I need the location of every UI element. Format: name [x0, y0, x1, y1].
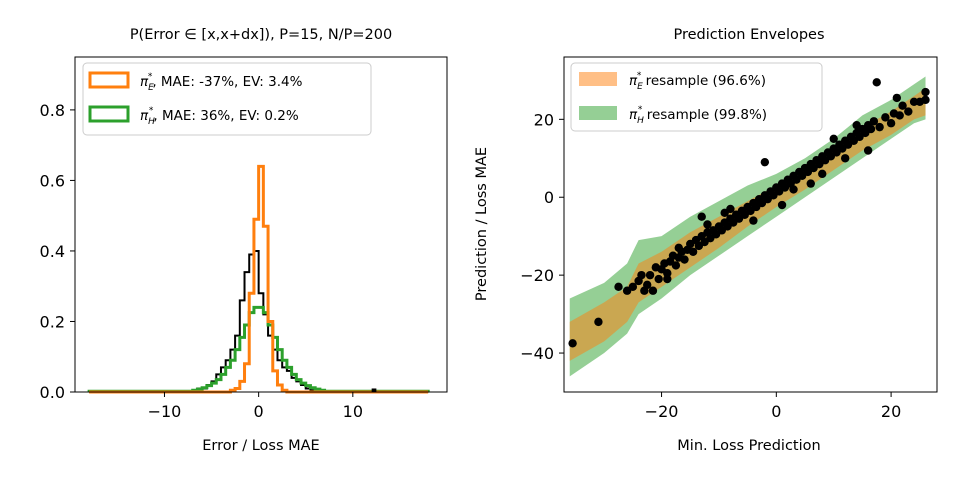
histogram-y-ticks: 0.0 0.2 0.4 0.6 0.8 — [40, 101, 75, 402]
legend-swatch-pi-h — [88, 105, 130, 123]
scatter-point — [671, 261, 681, 270]
histogram-legend: πE*, MAE: -37%, EV: 3.4% πH*, MAE: 36%, … — [82, 62, 372, 136]
scatter-point — [760, 157, 770, 167]
histogram-x-label: Error / Loss MAE — [202, 438, 319, 454]
envelope-y-tick-label: −20 — [520, 266, 554, 285]
scatter-point — [895, 111, 904, 120]
scatter-point — [915, 97, 924, 106]
scatter-point — [663, 274, 672, 284]
scatter-point — [840, 154, 850, 163]
scatter-point — [628, 282, 638, 292]
scatter-point — [749, 216, 758, 225]
envelope-x-ticks: −20 0 20 — [645, 392, 901, 421]
hist-series-black — [89, 249, 429, 393]
histogram-y-tick-label: 0.8 — [40, 101, 65, 120]
scatter-point — [663, 268, 672, 278]
envelope-y-tick-label: −40 — [520, 344, 554, 363]
legend-label-pi-h-resample: πH* resample (99.8%) — [629, 105, 767, 126]
envelope-y-tick-label: 20 — [534, 110, 554, 129]
legend-swatch-pi-e-resample — [579, 72, 617, 86]
histogram-legend-box — [82, 62, 372, 136]
histogram-plot-area — [87, 164, 430, 394]
histogram-axes-frame — [74, 56, 448, 393]
histogram-x-tick-label: 0 — [254, 402, 264, 421]
envelope-y-label: Prediction / Loss MAE — [474, 147, 490, 301]
histogram-title: P(Error ∈ [x,x+dx]), P=15, N/P=200 — [130, 27, 392, 43]
scatter-point — [703, 220, 712, 229]
scatter-point — [594, 317, 603, 327]
legend-swatch-pi-h-resample — [579, 106, 617, 120]
hist-outlier-bar — [371, 388, 377, 392]
scatter-point — [637, 270, 646, 280]
scatter-point — [904, 107, 913, 116]
scatter-point — [688, 247, 698, 256]
envelope-title: Prediction Envelopes — [673, 27, 824, 43]
scatter-point — [898, 101, 907, 110]
scatter-point — [789, 185, 798, 194]
scatter-point — [886, 119, 896, 128]
scatter-point — [645, 270, 655, 280]
envelope-x-label: Min. Loss Prediction — [677, 438, 820, 454]
scatter-point — [852, 120, 861, 130]
scatter-point — [869, 117, 879, 126]
envelope-axes-frame — [563, 56, 938, 393]
histogram-y-tick-label: 0.0 — [40, 383, 65, 402]
envelope-x-tick-label: −20 — [645, 402, 679, 421]
scatter-point — [674, 243, 683, 253]
scatter-point — [614, 282, 623, 292]
histogram-x-tick-label: −10 — [148, 402, 182, 421]
scatter-point — [818, 169, 827, 179]
scatter-point — [680, 255, 689, 264]
scatter-point — [697, 212, 706, 221]
scatter-point — [643, 280, 652, 290]
legend-label-pi-e: πE*, MAE: -37%, EV: 3.4% — [140, 72, 303, 93]
scatter-point — [875, 122, 884, 132]
envelope-legend: πE* resample (96.6%) πH* resample (99.8%… — [570, 62, 823, 132]
scatter-point — [866, 124, 876, 134]
envelope-plot-area — [568, 76, 930, 377]
scatter-point — [648, 286, 658, 295]
envelope-y-ticks: −40 −20 0 20 — [520, 110, 564, 363]
scatter-point — [863, 146, 873, 155]
scatter-point — [720, 208, 729, 218]
histogram-y-tick-label: 0.6 — [40, 171, 65, 190]
scatter-point — [921, 87, 930, 97]
histogram-panel: P(Error ∈ [x,x+dx]), P=15, N/P=200 −10 0 1… — [40, 27, 448, 454]
legend-swatch-pi-e — [88, 71, 130, 89]
scatter-point — [909, 97, 919, 106]
scatter-point — [892, 93, 902, 103]
scatter-point — [806, 179, 815, 188]
scatter-point — [881, 113, 890, 122]
envelope-y-tick-label: 0 — [544, 188, 554, 207]
scatter-point — [829, 134, 838, 144]
envelope-x-tick-label: 0 — [771, 402, 781, 421]
legend-label-pi-e-resample: πE* resample (96.6%) — [629, 71, 766, 92]
hist-series-pi_H — [87, 305, 430, 393]
scatter-point — [654, 274, 663, 284]
scatter-point — [777, 200, 787, 210]
envelope-panel: Prediction Envelopes −20 0 20 −40 −20 0 20 Mi… — [474, 27, 938, 454]
legend-label-pi-h: πH*, MAE: 36%, EV: 0.2% — [140, 106, 299, 127]
envelope-x-tick-label: 20 — [881, 402, 901, 421]
histogram-y-tick-label: 0.2 — [40, 312, 65, 331]
histogram-x-ticks: −10 0 10 — [148, 392, 363, 421]
scatter-point — [568, 339, 577, 348]
histogram-x-tick-label: 10 — [343, 402, 363, 421]
scatter-point — [872, 78, 881, 87]
hist-series-pi_E — [89, 164, 429, 394]
envelope-legend-box — [570, 62, 823, 132]
histogram-y-tick-label: 0.4 — [40, 242, 65, 261]
